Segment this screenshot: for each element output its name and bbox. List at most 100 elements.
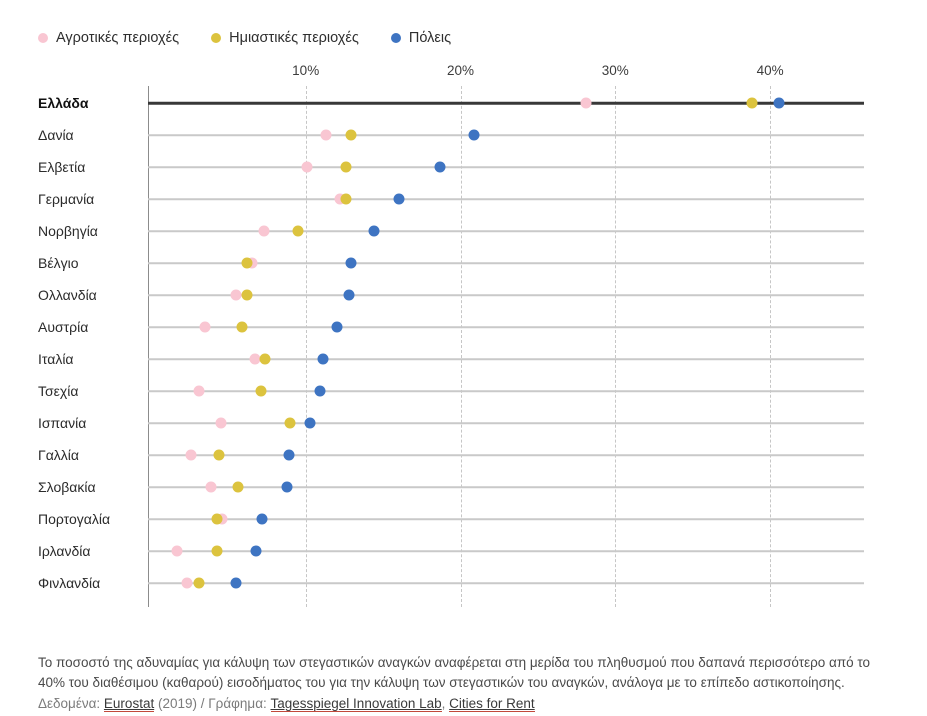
data-point[interactable] bbox=[434, 161, 446, 173]
chart-row-15: Ιρλανδία bbox=[0, 535, 927, 567]
country-label: Σλοβακία bbox=[38, 479, 96, 495]
data-point[interactable] bbox=[580, 97, 592, 109]
chart-row-16: Φινλανδία bbox=[0, 567, 927, 599]
row-line bbox=[147, 134, 864, 136]
axis-tick: 30% bbox=[601, 63, 629, 78]
chart-row-8: Αυστρία bbox=[0, 311, 927, 343]
data-point[interactable] bbox=[211, 513, 223, 525]
data-point[interactable] bbox=[256, 513, 268, 525]
data-point[interactable] bbox=[255, 385, 267, 397]
row-line bbox=[147, 390, 864, 392]
data-point[interactable] bbox=[232, 481, 244, 493]
data-point[interactable] bbox=[304, 417, 316, 429]
data-point[interactable] bbox=[345, 257, 357, 269]
data-point[interactable] bbox=[773, 97, 785, 109]
legend-item-rural: Αγροτικές περιοχές bbox=[38, 30, 179, 46]
data-point[interactable] bbox=[284, 417, 296, 429]
data-point[interactable] bbox=[334, 193, 346, 205]
row-line bbox=[147, 486, 864, 488]
axis-tick: 20% bbox=[446, 63, 475, 78]
chart-row-6: Βέλγιο bbox=[0, 247, 927, 279]
country-label: Τσεχία bbox=[38, 383, 79, 399]
country-label: Ιρλανδία bbox=[38, 543, 91, 559]
chart-legend: Αγροτικές περιοχές Ημιαστικές περιοχές Π… bbox=[38, 30, 451, 46]
data-point[interactable] bbox=[250, 545, 262, 557]
row-line bbox=[147, 326, 864, 328]
chart-row-5: Νορβηγία bbox=[0, 215, 927, 247]
data-point[interactable] bbox=[331, 321, 343, 333]
data-point[interactable] bbox=[283, 449, 295, 461]
data-point[interactable] bbox=[193, 577, 205, 589]
axis-tick: 10% bbox=[292, 63, 320, 78]
chart-row-13: Σλοβακία bbox=[0, 471, 927, 503]
data-point[interactable] bbox=[249, 353, 261, 365]
chart-row-11: Ισπανία bbox=[0, 407, 927, 439]
country-label: Πορτογαλία bbox=[38, 511, 111, 527]
data-point[interactable] bbox=[241, 257, 253, 269]
data-point[interactable] bbox=[340, 193, 352, 205]
country-label: Γαλλία bbox=[38, 447, 80, 463]
country-label: Ολλανδία bbox=[38, 287, 97, 303]
country-label: Βέλγιο bbox=[38, 255, 79, 271]
data-point[interactable] bbox=[301, 161, 313, 173]
chart-row-9: Ιταλία bbox=[0, 343, 927, 375]
data-point[interactable] bbox=[241, 289, 253, 301]
chart-row-4: Γερμανία bbox=[0, 183, 927, 215]
data-point[interactable] bbox=[345, 129, 357, 141]
country-label: Γερμανία bbox=[38, 191, 95, 207]
gridline-40% bbox=[770, 86, 772, 607]
credits-prefix: Δεδομένα: bbox=[38, 696, 104, 711]
country-label: Ελβετία bbox=[38, 159, 86, 175]
chart-row-3: Ελβετία bbox=[0, 151, 927, 183]
data-point[interactable] bbox=[193, 385, 205, 397]
row-line bbox=[147, 230, 864, 232]
data-point[interactable] bbox=[746, 97, 758, 109]
data-point[interactable] bbox=[205, 481, 217, 493]
data-point[interactable] bbox=[215, 417, 227, 429]
y-axis-line bbox=[147, 86, 149, 607]
chart-row-10: Τσεχία bbox=[0, 375, 927, 407]
data-point[interactable] bbox=[230, 577, 242, 589]
chart-row-14: Πορτογαλία bbox=[0, 503, 927, 535]
data-point[interactable] bbox=[314, 385, 326, 397]
data-point[interactable] bbox=[340, 161, 352, 173]
gridline-20% bbox=[460, 86, 462, 607]
chart-row-1: Ελλάδα bbox=[0, 87, 927, 119]
data-point[interactable] bbox=[393, 193, 405, 205]
chart-row-7: Ολλανδία bbox=[0, 279, 927, 311]
row-line bbox=[147, 262, 864, 264]
semiurban-dot-icon bbox=[211, 33, 222, 43]
data-point[interactable] bbox=[213, 449, 225, 461]
data-point[interactable] bbox=[343, 289, 355, 301]
gridline-10% bbox=[305, 86, 307, 607]
data-point[interactable] bbox=[199, 321, 211, 333]
cities-for-rent-link[interactable]: Cities for Rent bbox=[449, 696, 535, 712]
data-point[interactable] bbox=[211, 545, 223, 557]
data-point[interactable] bbox=[259, 353, 271, 365]
credits-separator: , bbox=[441, 696, 450, 711]
legend-item-semiurban: Ημιαστικές περιοχές bbox=[211, 30, 359, 46]
data-point[interactable] bbox=[292, 225, 304, 237]
data-point[interactable] bbox=[281, 481, 293, 493]
data-point[interactable] bbox=[258, 225, 270, 237]
legend-item-cities: Πόλεις bbox=[390, 30, 451, 46]
data-point[interactable] bbox=[171, 545, 183, 557]
data-point[interactable] bbox=[230, 289, 242, 301]
legend-label: Αγροτικές περιοχές bbox=[56, 30, 180, 46]
row-line bbox=[147, 422, 864, 424]
data-point[interactable] bbox=[181, 577, 192, 589]
data-point[interactable] bbox=[185, 449, 197, 461]
data-point[interactable] bbox=[317, 353, 329, 365]
data-point[interactable] bbox=[320, 129, 332, 141]
country-label: Δανία bbox=[38, 127, 74, 143]
data-point[interactable] bbox=[468, 129, 480, 141]
tagesspiegel-innovation-lab-link[interactable]: Tagesspiegel Innovation Lab bbox=[270, 696, 442, 712]
data-point[interactable] bbox=[236, 321, 248, 333]
country-label: Ισπανία bbox=[38, 415, 87, 431]
country-label: Νορβηγία bbox=[38, 223, 98, 239]
chart-footnote: Το ποσοστό της αδυναμίας για κάλυψη των … bbox=[38, 655, 871, 690]
data-point[interactable] bbox=[368, 225, 380, 237]
row-line bbox=[147, 166, 864, 168]
eurostat-link[interactable]: Eurostat bbox=[103, 696, 155, 712]
